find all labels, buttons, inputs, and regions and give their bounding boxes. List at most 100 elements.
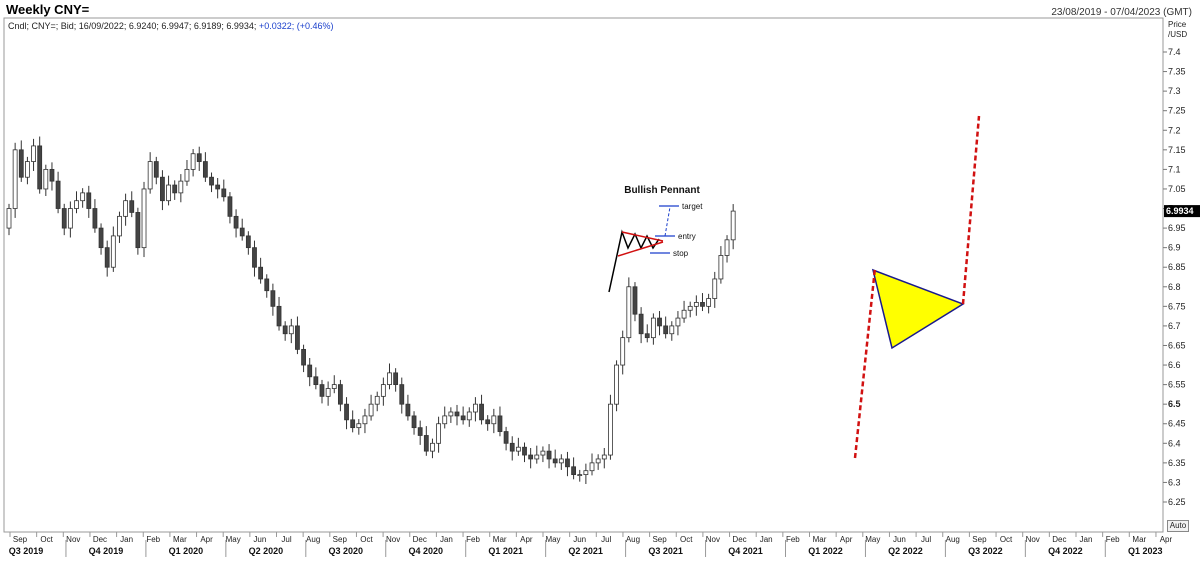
x-quarter-label: Q3 2020	[329, 546, 364, 556]
candle-body	[166, 184, 171, 202]
candle-body	[558, 458, 564, 464]
y-tick-label: 6.5	[1168, 399, 1181, 409]
x-month-label: Dec	[732, 535, 746, 544]
candle-body	[331, 384, 337, 389]
candle-body	[245, 235, 251, 249]
x-month-label: Jan	[440, 535, 453, 544]
y-tick-label: 7.3	[1168, 86, 1181, 96]
x-month-label: Apr	[200, 535, 213, 544]
candle-body	[202, 161, 208, 178]
candle-body	[147, 161, 153, 190]
candle-body	[301, 348, 306, 366]
candle-body	[37, 145, 43, 190]
candle-body	[313, 376, 319, 386]
candle-body	[546, 450, 552, 460]
candle-body	[620, 337, 626, 366]
x-month-label: Mar	[493, 535, 507, 544]
candle-body	[503, 431, 509, 444]
candle-body	[522, 446, 527, 456]
ohlc-values: Cndl; CNY=; Bid; 16/09/2022; 6.9240; 6.9…	[8, 21, 257, 31]
candle-body	[67, 208, 73, 229]
x-month-label: Aug	[946, 535, 960, 544]
y-tick-label: 6.3	[1168, 477, 1181, 487]
candle-body	[423, 435, 429, 452]
x-quarter-label: Q4 2020	[408, 546, 443, 556]
x-month-label: Oct	[680, 535, 693, 544]
candle-body	[712, 278, 718, 299]
x-month-label: Feb	[466, 535, 480, 544]
x-month-label: Jul	[921, 535, 931, 544]
candle-body	[595, 458, 601, 464]
candle-body	[724, 239, 730, 256]
candle-body	[258, 266, 264, 280]
candle-body	[614, 364, 619, 405]
y-tick-label: 7.4	[1168, 47, 1181, 57]
candle-body	[460, 415, 466, 421]
candle-body	[393, 372, 399, 386]
candle-body	[417, 427, 423, 436]
x-month-label: Jun	[573, 535, 586, 544]
candle-body	[485, 419, 491, 425]
flagpole-line	[853, 267, 877, 459]
candle-body	[448, 411, 454, 417]
last-price-marker: 6.9934	[1164, 205, 1200, 218]
x-quarter-label: Q2 2020	[249, 546, 284, 556]
x-month-label: Apr	[520, 535, 533, 544]
candle-body	[509, 442, 515, 452]
candle-body	[473, 403, 478, 413]
x-month-label: Sep	[333, 535, 348, 544]
target-projection-line	[961, 115, 981, 305]
candle-body	[6, 208, 12, 229]
candle-body	[288, 325, 294, 335]
x-month-label: Jul	[601, 535, 611, 544]
y-tick-label: 6.9	[1168, 243, 1181, 253]
y-tick-label: 7.15	[1168, 145, 1186, 155]
x-month-label: Mar	[173, 535, 187, 544]
candle-body	[571, 466, 577, 476]
candle-body	[239, 227, 245, 237]
legend-target-projection	[664, 206, 671, 237]
x-month-label: Dec	[413, 535, 427, 544]
candle-body	[675, 317, 681, 327]
x-quarter-label: Q1 2022	[808, 546, 843, 556]
candle-body	[178, 180, 184, 194]
candle-body	[552, 458, 558, 464]
x-month-label: Oct	[40, 535, 53, 544]
legend-title: Bullish Pennant	[624, 185, 700, 196]
pennant-overlay	[853, 115, 981, 459]
candle-body	[663, 325, 669, 335]
candle-body	[160, 176, 165, 202]
y-axis-ticks: 7.47.357.37.257.27.157.17.0576.956.96.85…	[1163, 47, 1186, 507]
candle-body	[74, 200, 79, 209]
y-tick-label: 6.75	[1168, 301, 1186, 311]
y-tick-label: 6.55	[1168, 380, 1186, 390]
candle-body	[264, 278, 270, 292]
x-month-label: Apr	[1160, 535, 1173, 544]
x-month-label: Apr	[840, 535, 853, 544]
x-month-label: Mar	[813, 535, 827, 544]
candle-body	[110, 235, 116, 268]
candle-body	[436, 423, 441, 444]
y-tick-label: 6.65	[1168, 340, 1186, 350]
candle-body	[374, 395, 380, 405]
x-month-label: Feb	[786, 535, 800, 544]
x-month-label: Feb	[1106, 535, 1120, 544]
x-month-label: Jun	[253, 535, 266, 544]
candle-body	[325, 388, 331, 397]
candle-body	[497, 415, 503, 432]
candle-body	[209, 176, 214, 186]
x-quarter-label: Q1 2021	[488, 546, 523, 556]
pennant-legend: Bullish Pennant target entry stop	[608, 185, 703, 293]
candle-body	[98, 227, 104, 249]
x-month-label: Dec	[93, 535, 107, 544]
candle-body	[540, 450, 546, 456]
candle-body	[669, 325, 675, 335]
candle-body	[221, 188, 227, 198]
x-month-label: May	[226, 535, 241, 544]
x-quarter-label: Q2 2022	[888, 546, 923, 556]
chart-title: Weekly CNY=	[6, 2, 90, 17]
x-month-label: Aug	[626, 535, 640, 544]
auto-scale-button[interactable]: Auto	[1167, 520, 1189, 532]
candle-body	[430, 442, 435, 452]
